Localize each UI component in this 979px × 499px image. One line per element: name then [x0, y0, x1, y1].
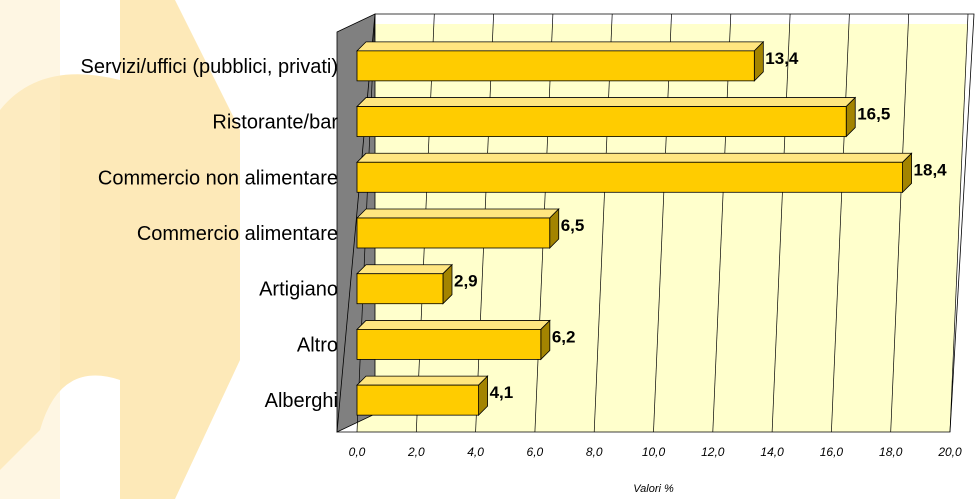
value-label: 2,9 — [454, 272, 478, 291]
bar-top — [356, 208, 560, 219]
grid-line — [593, 13, 613, 433]
value-labels: 13,4 16,5 18,4 6,5 2,9 6,2 4,1 — [454, 49, 947, 402]
bars — [356, 40, 913, 417]
x-tick-label: 12,0 — [701, 445, 725, 459]
value-label: 6,5 — [561, 216, 585, 235]
bar-top — [356, 152, 913, 163]
category-label: Artigiano — [259, 279, 338, 301]
grid-line — [890, 13, 910, 433]
x-tick-label: 14,0 — [760, 445, 784, 459]
grid-line — [653, 13, 672, 433]
category-label: Alberghi — [265, 390, 338, 412]
grid-line — [949, 13, 969, 433]
bar — [356, 106, 847, 137]
bar — [356, 50, 755, 82]
x-tick-label: 0,0 — [349, 445, 366, 459]
x-tick-label: 2,0 — [407, 445, 425, 459]
x-tick-label: 8,0 — [586, 445, 603, 459]
x-tick-label: 20,0 — [937, 445, 962, 459]
value-label: 6,2 — [552, 327, 576, 346]
bar — [356, 329, 542, 360]
x-axis-title: Valori % — [633, 483, 674, 495]
category-label: Commercio non alimentare — [98, 167, 338, 189]
category-label: Servizi/uffici (pubblici, privati) — [81, 56, 339, 78]
bar-top — [356, 264, 453, 275]
x-tick-labels: 0,0 2,0 4,0 6,0 8,0 10,0 12,0 14,0 16,0 18,0 20,0 — [349, 445, 962, 459]
value-label: 4,1 — [490, 383, 514, 402]
bar-top — [356, 375, 489, 386]
x-tick-label: 4,0 — [467, 445, 484, 459]
value-label: 13,4 — [765, 49, 799, 68]
bar-top — [356, 320, 551, 330]
category-label: Altro — [297, 334, 338, 356]
grid-line — [771, 13, 791, 433]
value-label: 18,4 — [914, 160, 948, 179]
category-label: Commercio alimentare — [137, 223, 338, 245]
category-label: Ristorante/bar — [212, 112, 338, 134]
x-tick-label: 18,0 — [879, 445, 903, 459]
bar-top — [356, 97, 857, 107]
bar — [356, 273, 444, 305]
x-tick-label: 16,0 — [820, 445, 844, 459]
bar-top — [356, 41, 765, 52]
bar — [356, 384, 479, 416]
grid-line — [712, 13, 732, 433]
value-label: 16,5 — [857, 105, 890, 124]
bar — [356, 217, 551, 249]
grid-line — [831, 13, 850, 433]
category-labels: Servizi/uffici (pubblici, privati) Ristor… — [81, 56, 339, 412]
x-tick-label: 6,0 — [527, 445, 544, 459]
x-tick-label: 10,0 — [642, 445, 666, 459]
bar — [356, 161, 903, 193]
